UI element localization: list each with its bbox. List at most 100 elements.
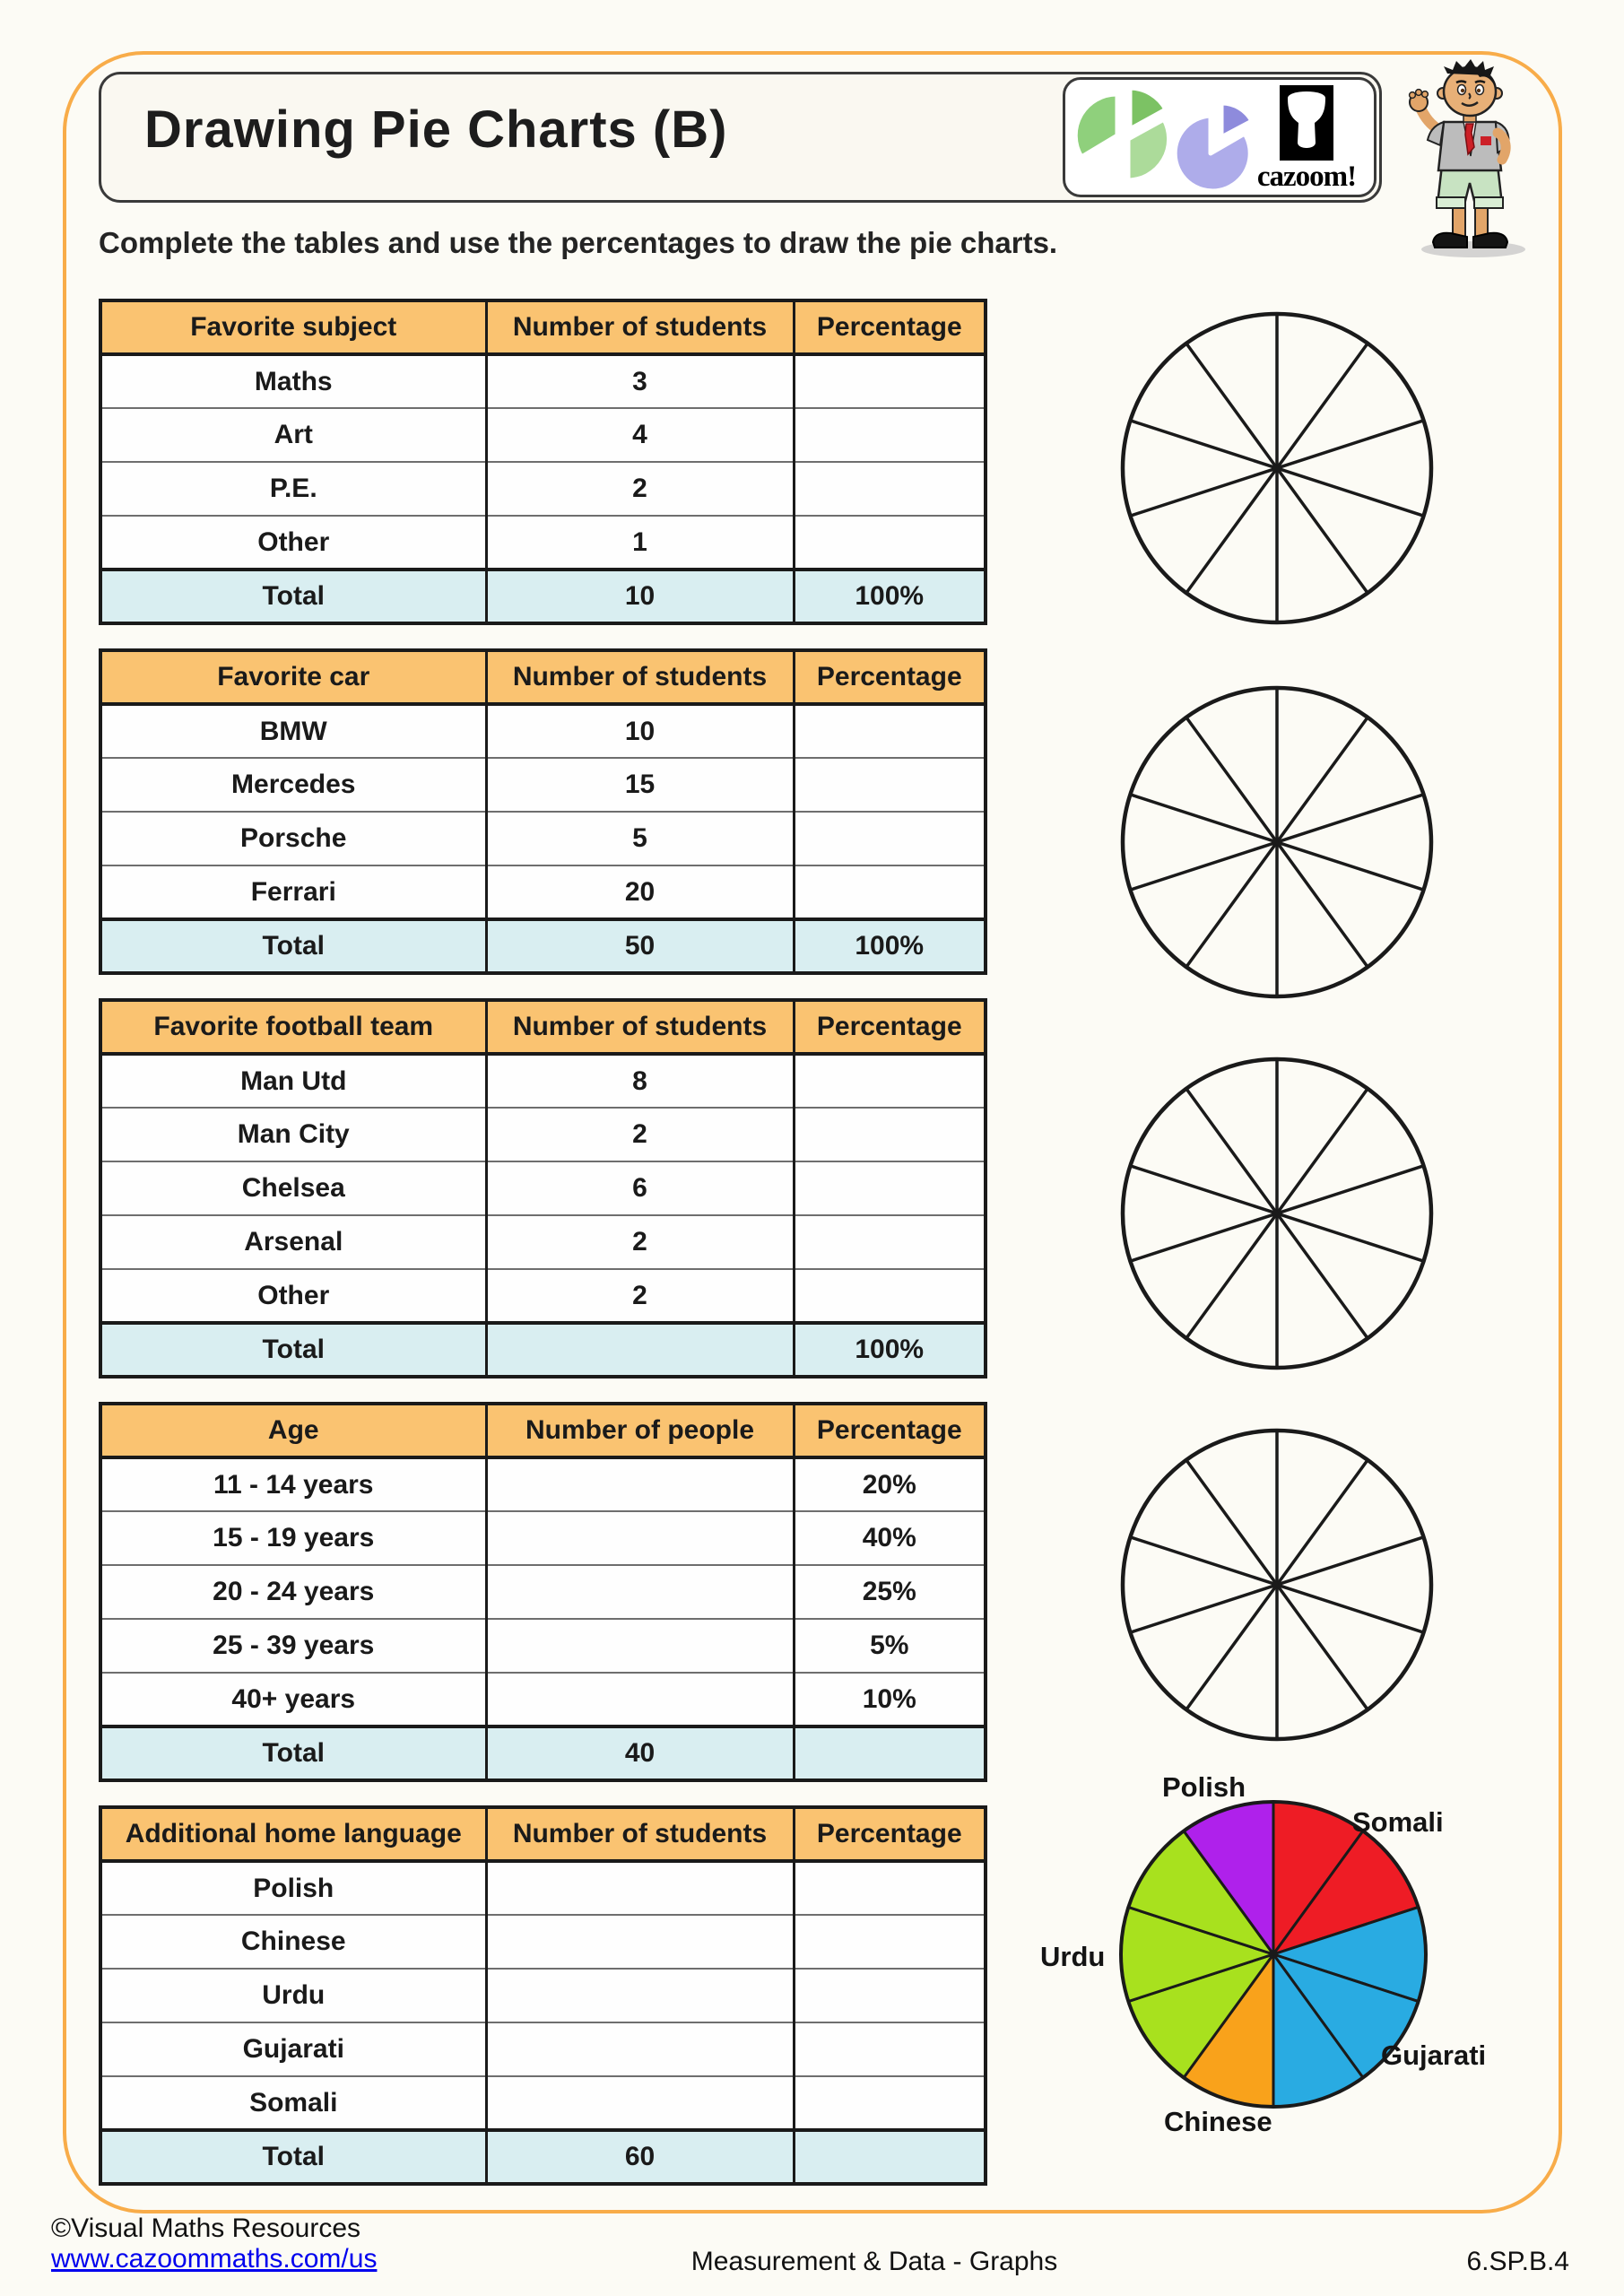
data-cell[interactable] bbox=[792, 1915, 986, 1970]
data-cell[interactable] bbox=[792, 1108, 986, 1162]
data-cell: Polish bbox=[100, 1861, 486, 1916]
data-cell[interactable] bbox=[792, 354, 986, 409]
data-cell[interactable] bbox=[792, 1054, 986, 1109]
data-cell[interactable] bbox=[792, 704, 986, 759]
data-cell: 8 bbox=[484, 1054, 794, 1109]
instruction-text: Complete the tables and use the percenta… bbox=[99, 226, 1058, 259]
data-row: Gujarati bbox=[100, 2022, 986, 2077]
data-cell[interactable] bbox=[484, 1861, 794, 1916]
footer-category: Measurement & Data - Graphs bbox=[690, 2247, 1058, 2276]
header-cell: Favorite subject bbox=[100, 300, 486, 356]
blank-pie-template-2[interactable] bbox=[1116, 681, 1438, 1004]
data-cell: Mercedes bbox=[100, 758, 486, 813]
data-cell: 5% bbox=[792, 1619, 986, 1674]
total-cell: 40 bbox=[484, 1725, 794, 1780]
data-row: Other 1 bbox=[100, 516, 986, 570]
data-cell[interactable] bbox=[484, 1511, 794, 1566]
brand-logo-box: cazoom! bbox=[1063, 77, 1376, 197]
header-cell: Percentage bbox=[792, 300, 986, 356]
total-cell: Total bbox=[100, 2128, 486, 2184]
data-row: Other 2 bbox=[100, 1269, 986, 1324]
data-cell: 40% bbox=[792, 1511, 986, 1566]
cazoom-logo: cazoom! bbox=[1245, 85, 1368, 193]
data-cell: Man Utd bbox=[100, 1054, 486, 1109]
header-row: Favorite car Number of students Percentage bbox=[100, 650, 986, 706]
pie-label-urdu: Urdu bbox=[1040, 1941, 1106, 1972]
data-cell[interactable] bbox=[484, 2076, 794, 2131]
data-cell[interactable] bbox=[792, 2076, 986, 2131]
data-cell[interactable] bbox=[484, 1673, 794, 1727]
data-cell[interactable] bbox=[484, 2022, 794, 2077]
data-row: Maths 3 bbox=[100, 354, 986, 409]
data-cell: Gujarati bbox=[100, 2022, 486, 2077]
header-cell: Percentage bbox=[792, 1000, 986, 1056]
header-cell: Favorite football team bbox=[100, 1000, 486, 1056]
data-cell: 20 - 24 years bbox=[100, 1565, 486, 1620]
brand-name: cazoom! bbox=[1256, 161, 1357, 193]
header-cell: Number of people bbox=[484, 1404, 794, 1459]
data-cell[interactable] bbox=[792, 1969, 986, 2023]
data-cell[interactable] bbox=[792, 1861, 986, 1916]
data-cell[interactable] bbox=[792, 1269, 986, 1324]
footer-left: ©Visual Maths Resources www.cazoommaths.… bbox=[51, 2213, 377, 2274]
total-cell: 100% bbox=[792, 568, 986, 623]
header-row: Additional home language Number of studen… bbox=[100, 1807, 986, 1863]
total-cell: 60 bbox=[484, 2128, 794, 2184]
data-cell: 3 bbox=[484, 354, 794, 409]
data-cell[interactable] bbox=[484, 1969, 794, 2023]
data-cell: Chinese bbox=[100, 1915, 486, 1970]
data-row: P.E. 2 bbox=[100, 462, 986, 517]
data-cell: Ferrari bbox=[100, 865, 486, 920]
total-cell: Total bbox=[100, 918, 486, 973]
data-row: Art 4 bbox=[100, 408, 986, 463]
data-cell: 25% bbox=[792, 1565, 986, 1620]
data-cell: Other bbox=[100, 516, 486, 570]
djembe-drum-icon bbox=[1280, 85, 1333, 161]
data-cell: Chelsea bbox=[100, 1161, 486, 1216]
data-cell: 6 bbox=[484, 1161, 794, 1216]
data-cell[interactable] bbox=[792, 758, 986, 813]
data-cell[interactable] bbox=[484, 1619, 794, 1674]
data-cell[interactable] bbox=[484, 1915, 794, 1970]
total-cell: 10 bbox=[484, 568, 794, 623]
data-cell: 2 bbox=[484, 462, 794, 517]
data-cell[interactable] bbox=[792, 865, 986, 920]
total-cell: Total bbox=[100, 1725, 486, 1780]
data-row: Chelsea 6 bbox=[100, 1161, 986, 1216]
table-favorite-subject: Favorite subject Number of students Percen… bbox=[99, 299, 987, 625]
data-row: 11 - 14 years 20% bbox=[100, 1457, 986, 1512]
website-link[interactable]: www.cazoommaths.com/us bbox=[51, 2244, 378, 2274]
data-cell[interactable] bbox=[792, 812, 986, 866]
header-cell: Age bbox=[100, 1404, 486, 1459]
total-cell: Total bbox=[100, 1321, 486, 1377]
data-cell[interactable] bbox=[484, 1457, 794, 1512]
data-cell: Maths bbox=[100, 354, 486, 409]
blank-pie-template-3[interactable] bbox=[1116, 1052, 1438, 1375]
data-cell: 15 bbox=[484, 758, 794, 813]
total-cell[interactable] bbox=[792, 2128, 986, 2184]
data-cell[interactable] bbox=[792, 2022, 986, 2077]
blank-pie-template-1[interactable] bbox=[1116, 307, 1438, 630]
data-row: Chinese bbox=[100, 1915, 986, 1970]
data-cell[interactable] bbox=[792, 1215, 986, 1270]
header-cell: Number of students bbox=[484, 300, 794, 356]
header-cell: Additional home language bbox=[100, 1807, 486, 1863]
data-cell: 11 - 14 years bbox=[100, 1457, 486, 1512]
total-cell[interactable] bbox=[792, 1725, 986, 1780]
total-cell[interactable] bbox=[484, 1321, 794, 1377]
data-row: 15 - 19 years 40% bbox=[100, 1511, 986, 1566]
total-row: Total 10 100% bbox=[100, 568, 986, 623]
data-cell[interactable] bbox=[484, 1565, 794, 1620]
copyright-text: ©Visual Maths Resources bbox=[51, 2213, 361, 2243]
data-row: 25 - 39 years 5% bbox=[100, 1619, 986, 1674]
data-cell[interactable] bbox=[792, 1161, 986, 1216]
data-cell[interactable] bbox=[792, 462, 986, 517]
blank-pie-template-4[interactable] bbox=[1116, 1423, 1438, 1746]
data-cell[interactable] bbox=[792, 516, 986, 570]
title-banner: Drawing Pie Charts (B) cazoom! bbox=[99, 72, 1382, 203]
data-cell: Somali bbox=[100, 2076, 486, 2131]
total-cell: 100% bbox=[792, 1321, 986, 1377]
header-cell: Number of students bbox=[484, 650, 794, 706]
data-cell[interactable] bbox=[792, 408, 986, 463]
data-row: Man City 2 bbox=[100, 1108, 986, 1162]
